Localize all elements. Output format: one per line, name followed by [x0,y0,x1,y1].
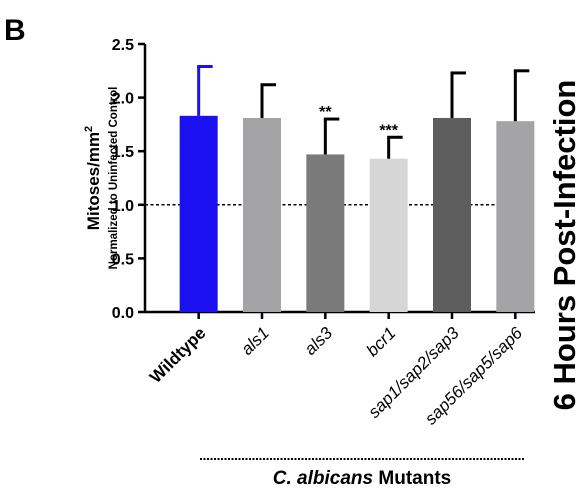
bar [243,117,281,312]
y-tick-label: 2.0 [112,91,134,108]
y-tick-label: 1.0 [112,198,134,215]
y-axis-label-superscript: 2 [83,126,95,132]
y-axis-title: Mitoses/mm2 Normalized to Uninfected Con… [83,87,120,270]
group-label: C. albicans Mutants [273,468,451,489]
bar [179,115,218,312]
y-tick-label: 1.5 [112,144,134,161]
x-tick-labels: Wildtype als1 als3 bcr1sap1/sap2/sap3sap56/… [146,323,526,428]
group-label-species: C. albicans [273,468,373,489]
y-tick-label: 0.0 [112,305,134,322]
y-axis-sublabel: Normalized to Uninfected Control [108,87,120,270]
y-tick-label: 0.5 [112,251,134,268]
x-tick-label: Wildtype [146,323,209,386]
y-axis-label: Mitoses/mm [84,132,103,230]
panel-label: B [4,14,26,47]
bar [306,154,345,312]
x-tick-label: als3 [301,323,337,359]
group-label-suffix: Mutants [373,468,451,489]
bar [433,117,471,312]
significance-marker: ** [319,104,332,121]
x-tick-label: bcr1 [363,323,400,360]
x-tick-label: als1 [237,323,272,358]
bar [496,121,535,313]
svg-text:Mitoses/mm2: Mitoses/mm2 [83,126,103,230]
bars: ***** [179,65,535,313]
y-tick-label: 2.5 [112,37,134,54]
bar [369,158,408,312]
significance-marker: *** [379,122,398,139]
side-title: 6 Hours Post-Infection [547,80,581,411]
